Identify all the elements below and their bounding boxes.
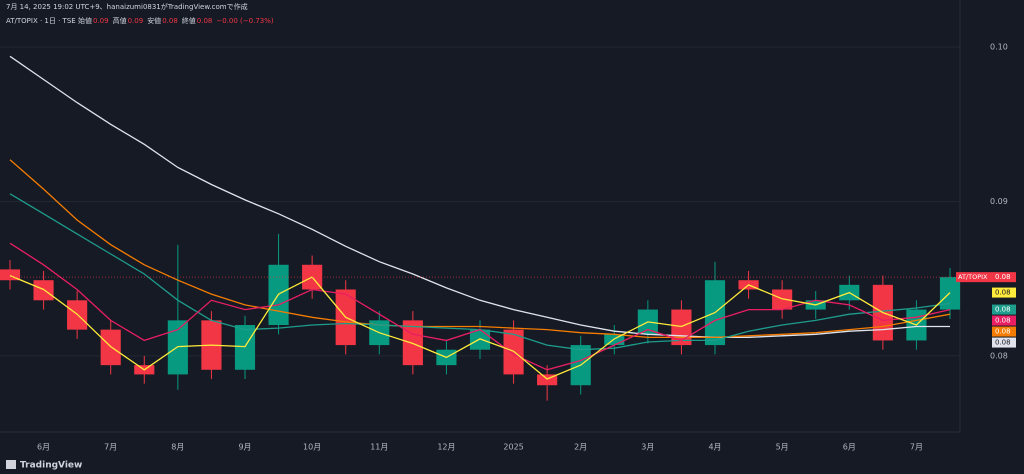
price-tag-bg xyxy=(992,337,1016,348)
ohlc-value: 0.08 xyxy=(162,17,178,25)
x-tick-label: 11月 xyxy=(370,443,388,452)
brand-logo xyxy=(6,460,16,469)
ohlc-label: 始値 xyxy=(78,16,92,25)
price-tag: 0.08 xyxy=(995,328,1011,336)
ohlc-value: 0.09 xyxy=(128,17,144,25)
timestamp: 7月 14, 2025 19:02 UTC+9、hanaizumi0831がTr… xyxy=(6,2,248,11)
x-tick-label: 5月 xyxy=(776,443,789,452)
x-tick-label: 8月 xyxy=(171,443,184,452)
price-tag-bg xyxy=(992,326,1016,337)
candle-body xyxy=(0,269,21,281)
x-tick-label: 9月 xyxy=(238,443,251,452)
symbol-tag: AT/TOPIX xyxy=(958,273,988,281)
moving-average xyxy=(9,242,951,371)
price-tag-bg xyxy=(992,287,1016,298)
x-tick-label: 6月 xyxy=(843,443,856,452)
candle-body xyxy=(772,289,793,310)
ohlc-value: 0.08 xyxy=(197,17,213,25)
x-tick-label: 2月 xyxy=(574,443,587,452)
x-tick-label: 7月 xyxy=(104,443,117,452)
symbol: AT/TOPIX · 1日 · TSE xyxy=(6,17,76,25)
moving-average xyxy=(9,274,951,380)
ohlc-value: 0.09 xyxy=(93,17,109,25)
change: −0.00 (−0.73%) xyxy=(216,17,274,25)
price-tag: 0.08 xyxy=(995,317,1011,325)
price-tag-bg xyxy=(992,304,1016,315)
price-tag-bg xyxy=(992,315,1016,326)
price-tag-bg xyxy=(992,272,1016,283)
symbol-tag-bg xyxy=(956,272,992,283)
ohlc-label: 安値 xyxy=(147,16,161,25)
moving-average xyxy=(9,55,950,339)
moving-average xyxy=(9,159,951,339)
x-tick-label: 2025 xyxy=(503,443,523,452)
x-tick-label: 12月 xyxy=(437,443,455,452)
price-tag: 0.08 xyxy=(995,273,1011,281)
ohlc-label: 高値 xyxy=(113,16,127,25)
candle-body xyxy=(469,329,491,350)
candle-body xyxy=(234,325,256,370)
x-tick-label: 3月 xyxy=(641,443,654,452)
x-tick-label: 6月 xyxy=(37,443,50,452)
ohlc-label: 終値 xyxy=(182,16,196,25)
brand: TradingView xyxy=(20,461,82,471)
candle-body xyxy=(537,374,558,386)
price-tag: 0.08 xyxy=(995,339,1011,347)
x-tick-label: 7月 xyxy=(910,443,923,452)
price-tag: 0.08 xyxy=(995,289,1011,297)
y-tick-label: 0.08 xyxy=(990,351,1008,360)
x-tick-label: 10月 xyxy=(303,443,321,452)
x-tick-label: 4月 xyxy=(708,443,721,452)
y-tick-label: 0.10 xyxy=(990,43,1008,52)
price-tag: 0.08 xyxy=(995,306,1011,314)
y-tick-label: 0.09 xyxy=(990,197,1008,206)
